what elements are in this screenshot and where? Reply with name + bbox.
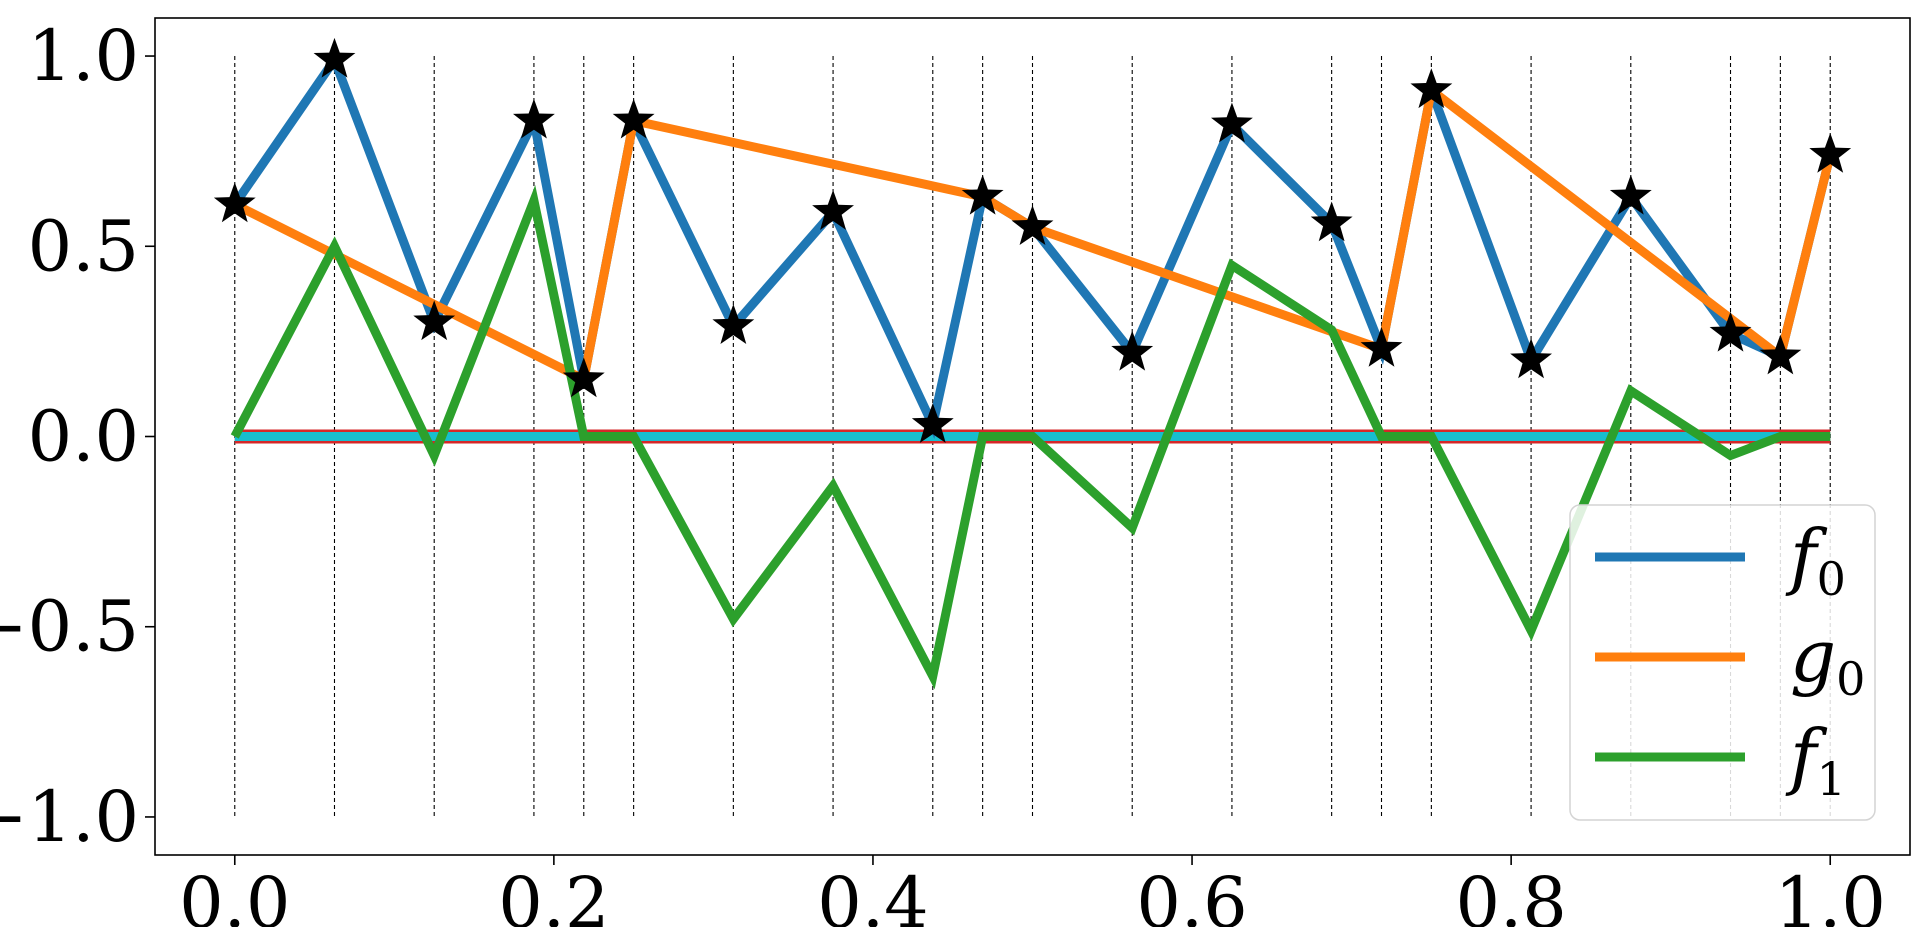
ytick-label-4: 1.0	[28, 15, 139, 97]
star-marker-15	[1410, 68, 1453, 109]
star-marker-0	[213, 182, 256, 223]
ytick-label-1: −0.5	[0, 586, 139, 668]
series-line-f1	[230, 184, 1831, 690]
star-marker-2	[413, 300, 456, 341]
star-marker-3	[513, 98, 555, 139]
plot-frame	[154, 17, 1911, 856]
star-marker-13	[1310, 201, 1353, 242]
xtick-label-3: 0.6	[1136, 862, 1247, 927]
star-markers	[213, 37, 1852, 443]
y-axis-ticks: −1.0 −0.5 0.0 0.5 1.0	[0, 15, 155, 858]
x-axis-ticks: 0.0 0.2 0.4 0.6 0.8 1.0	[179, 855, 1886, 927]
legend-label-g0: g0	[1790, 614, 1865, 706]
star-marker-19	[1759, 334, 1802, 375]
xtick-label-0: 0.0	[179, 862, 290, 927]
xtick-label-1: 0.2	[498, 862, 609, 927]
star-marker-18	[1709, 311, 1752, 352]
xtick-label-4: 0.8	[1455, 862, 1566, 927]
star-marker-6	[712, 304, 755, 344]
ytick-label-0: −1.0	[0, 776, 139, 858]
star-marker-17	[1609, 174, 1652, 215]
star-marker-9	[961, 174, 1004, 215]
star-marker-11	[1111, 330, 1154, 371]
star-marker-4	[562, 357, 605, 398]
ytick-label-3: 0.5	[28, 205, 139, 287]
star-marker-5	[612, 98, 655, 139]
star-marker-1	[313, 37, 356, 78]
star-marker-8	[911, 403, 954, 443]
star-marker-7	[812, 190, 854, 230]
star-marker-20	[1809, 132, 1852, 173]
xtick-label-2: 0.4	[817, 862, 928, 927]
star-marker-16	[1510, 338, 1552, 379]
star-marker-10	[1011, 205, 1054, 246]
xtick-label-5: 1.0	[1775, 862, 1886, 927]
legend-label-f0: f0	[1785, 514, 1846, 606]
star-marker-12	[1211, 102, 1253, 143]
ytick-label-2: 0.0	[28, 396, 139, 478]
legend-box	[1569, 504, 1876, 821]
star-marker-14	[1360, 327, 1403, 367]
